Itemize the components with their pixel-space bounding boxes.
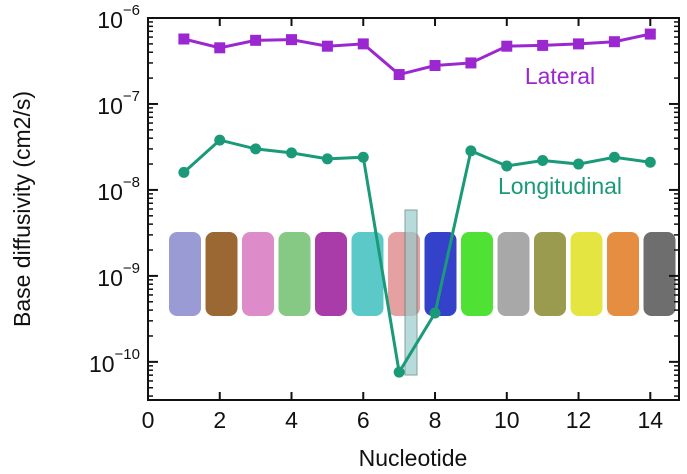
x-axis-label: Nucleotide [359,445,468,471]
point [465,145,477,157]
base-cluster [169,232,201,316]
base-cluster [242,232,274,316]
point [321,40,333,52]
y-tick-label: 10−8 [97,174,140,205]
point [429,307,441,319]
series-label: Longitudinal [498,173,622,199]
point [178,33,190,45]
base-cluster [205,232,238,316]
point [465,57,477,69]
point [393,69,405,81]
base-cluster [424,232,457,316]
series-line [182,138,651,377]
base-cluster [607,232,639,316]
point [608,36,620,48]
x-tick-label: 0 [142,407,155,433]
point [644,28,656,40]
x-tick-label: 4 [285,407,298,433]
y-tick-label: 10−9 [97,260,140,291]
point [286,147,298,159]
base-cluster [643,232,676,316]
x-tick-label: 6 [357,407,370,433]
point [644,156,656,168]
point [429,60,441,72]
pore [404,209,418,376]
base-cluster [315,232,347,316]
x-tick-label: 12 [566,407,592,433]
series-label: Lateral [525,63,595,89]
y-axis-label: Base diffusivity (cm2/s) [9,91,35,327]
point [608,151,620,163]
point [214,134,226,146]
point [178,166,190,178]
point [357,38,369,50]
point [573,158,585,170]
point [250,34,262,46]
base-cluster [461,232,493,316]
point [537,154,549,166]
point [501,40,513,52]
series-line [183,32,651,77]
y-tick-label: 10−6 [97,2,140,33]
y-tick-label: 10−7 [97,88,140,119]
base-cluster [278,232,311,316]
dna-illustration [169,209,676,376]
point [286,34,298,46]
point [321,153,333,165]
point [250,143,262,155]
point [357,151,369,163]
x-tick-label: 10 [494,407,520,433]
base-cluster [351,232,384,316]
x-tick-label: 2 [213,407,226,433]
base-cluster [497,232,530,316]
base-cluster [570,232,603,316]
point [214,42,226,54]
point [537,39,549,51]
point [573,38,585,50]
x-tick-label: 8 [429,407,442,433]
point [393,366,405,378]
x-tick-label: 14 [638,407,664,433]
point [501,160,513,172]
base-cluster [534,232,566,316]
y-tick-label: 10−10 [89,346,140,377]
